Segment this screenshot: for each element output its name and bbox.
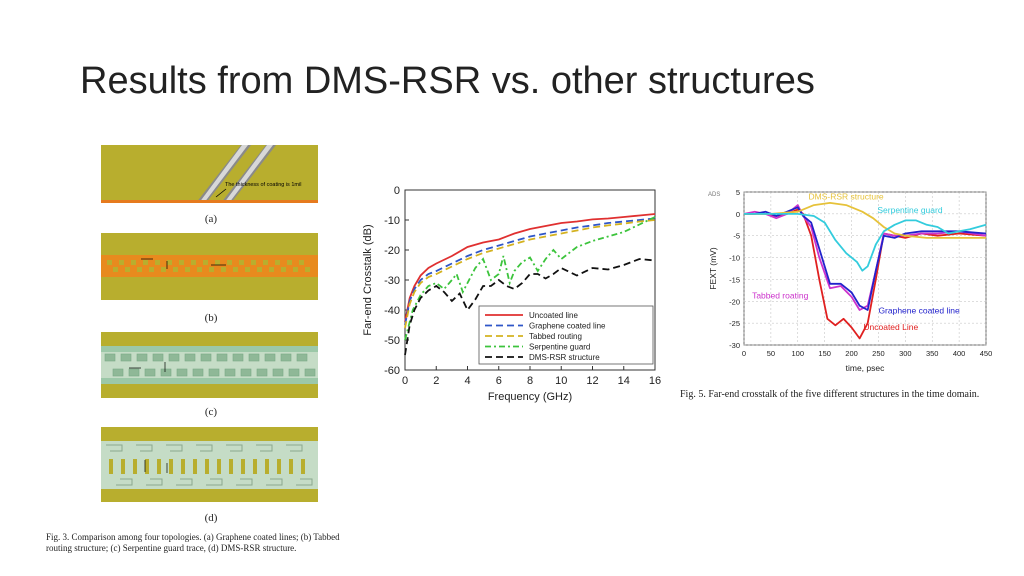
series-line-serpentine-guard: [744, 212, 987, 272]
series-label: Uncoated Line: [863, 322, 918, 332]
y-axis-label: Far-end Crosstalk (dB): [362, 224, 374, 335]
figure3-panel-d: [101, 427, 318, 502]
panel-b-label: (b): [204, 312, 218, 324]
x-tick-label: 14: [618, 375, 630, 387]
y-tick-label: -50: [384, 335, 400, 347]
series-label: DMS-RSR structure: [809, 191, 884, 201]
series-line-serpentine-guard: [404, 216, 656, 341]
legend-label: Tabbed routing: [529, 332, 582, 341]
y-tick-label: -10: [384, 215, 400, 227]
y-tick-label: -30: [384, 275, 400, 287]
panel-b-image: [101, 233, 318, 300]
panel-a-label: (a): [204, 213, 218, 225]
y-tick-label: 0: [736, 210, 740, 219]
fext-time-chart: 0 50 100 150 200 250 300 350 400 45050-5-10-15-20…: [708, 188, 993, 373]
x-tick-label: 2: [433, 375, 439, 387]
y-tick-label: -25: [729, 319, 740, 328]
slide-title: Results from DMS-RSR vs. other structure…: [80, 60, 815, 102]
y-tick-label: -5: [733, 232, 740, 241]
panel-c-label: (c): [204, 406, 218, 418]
x-tick-label: 16: [649, 375, 661, 387]
series-line-dms-rsr-structure: [404, 258, 656, 356]
x-tick-label: 0: [742, 349, 746, 358]
crosstalk-frequency-chart: 0 2 4 6 8 10 12 14 16 0 -10 -20 -30 -40 -50 -60 Frequenc…: [362, 185, 661, 403]
legend-label: Uncoated line: [529, 311, 578, 320]
x-tick-label: 0: [402, 375, 408, 387]
legend-label: Serpentine guard: [529, 343, 590, 352]
y-tick-label: -20: [729, 297, 740, 306]
x-tick-label: 350: [926, 349, 939, 358]
y-tick-label: 0: [394, 185, 400, 197]
series-line-dms-rsr-structure: [744, 201, 986, 239]
y-axis-label: FEXT (mV): [708, 247, 718, 290]
y-tick-label: -30: [729, 341, 740, 350]
y-tick-label: -20: [384, 245, 400, 257]
x-tick-label: 4: [464, 375, 470, 387]
figure3-panel-b: [101, 233, 318, 300]
legend-label: DMS-RSR structure: [529, 353, 600, 362]
x-tick-label: 450: [980, 349, 993, 358]
y-tick-label: 5: [736, 188, 740, 197]
x-tick-label: 10: [555, 375, 567, 387]
x-tick-label: 150: [818, 349, 831, 358]
y-tick-label: -15: [729, 275, 740, 284]
panel-d-image: [101, 427, 318, 502]
corner-label: ADS: [708, 192, 720, 198]
x-tick-label: 12: [586, 375, 598, 387]
figure3-panel-c: [101, 332, 318, 398]
x-tick-label: 400: [953, 349, 966, 358]
x-tick-label: 250: [872, 349, 885, 358]
legend-label: Graphene coated line: [529, 322, 606, 331]
x-tick-label: 100: [792, 349, 805, 358]
series-line-uncoated-line: [404, 213, 656, 323]
figure3-caption: Fig. 3. Comparison among four topologies…: [46, 532, 340, 553]
x-tick-label: 8: [527, 375, 533, 387]
panel-c-image: [101, 332, 318, 398]
x-axis-label: time, psec: [846, 363, 885, 373]
series-line-tabbed-roating: [743, 204, 987, 311]
series-label: Serpentine guard: [877, 205, 942, 215]
y-tick-label: -40: [384, 305, 400, 317]
series-line-graphene-coated-line: [404, 217, 656, 326]
x-tick-label: 50: [767, 349, 775, 358]
panel-a-annotation: The thickness of coating is 1mil: [225, 182, 301, 188]
series-label: Graphene coated line: [878, 306, 960, 316]
panel-d-label: (d): [204, 512, 218, 524]
y-tick-label: -10: [729, 254, 740, 263]
y-tick-label: -60: [384, 365, 400, 377]
x-axis-label: Frequency (GHz): [488, 391, 572, 403]
figure3-panel-a: The thickness of coating is 1mil: [101, 145, 318, 203]
figure5-caption: Fig. 5. Far-end crosstalk of the five di…: [680, 389, 980, 400]
series-label: Tabbed roating: [752, 291, 809, 301]
x-tick-label: 200: [845, 349, 858, 358]
series-line-tabbed-routing: [404, 219, 656, 329]
panel-a-image: The thickness of coating is 1mil: [101, 145, 318, 203]
x-tick-label: 6: [496, 375, 502, 387]
x-tick-label: 300: [899, 349, 912, 358]
